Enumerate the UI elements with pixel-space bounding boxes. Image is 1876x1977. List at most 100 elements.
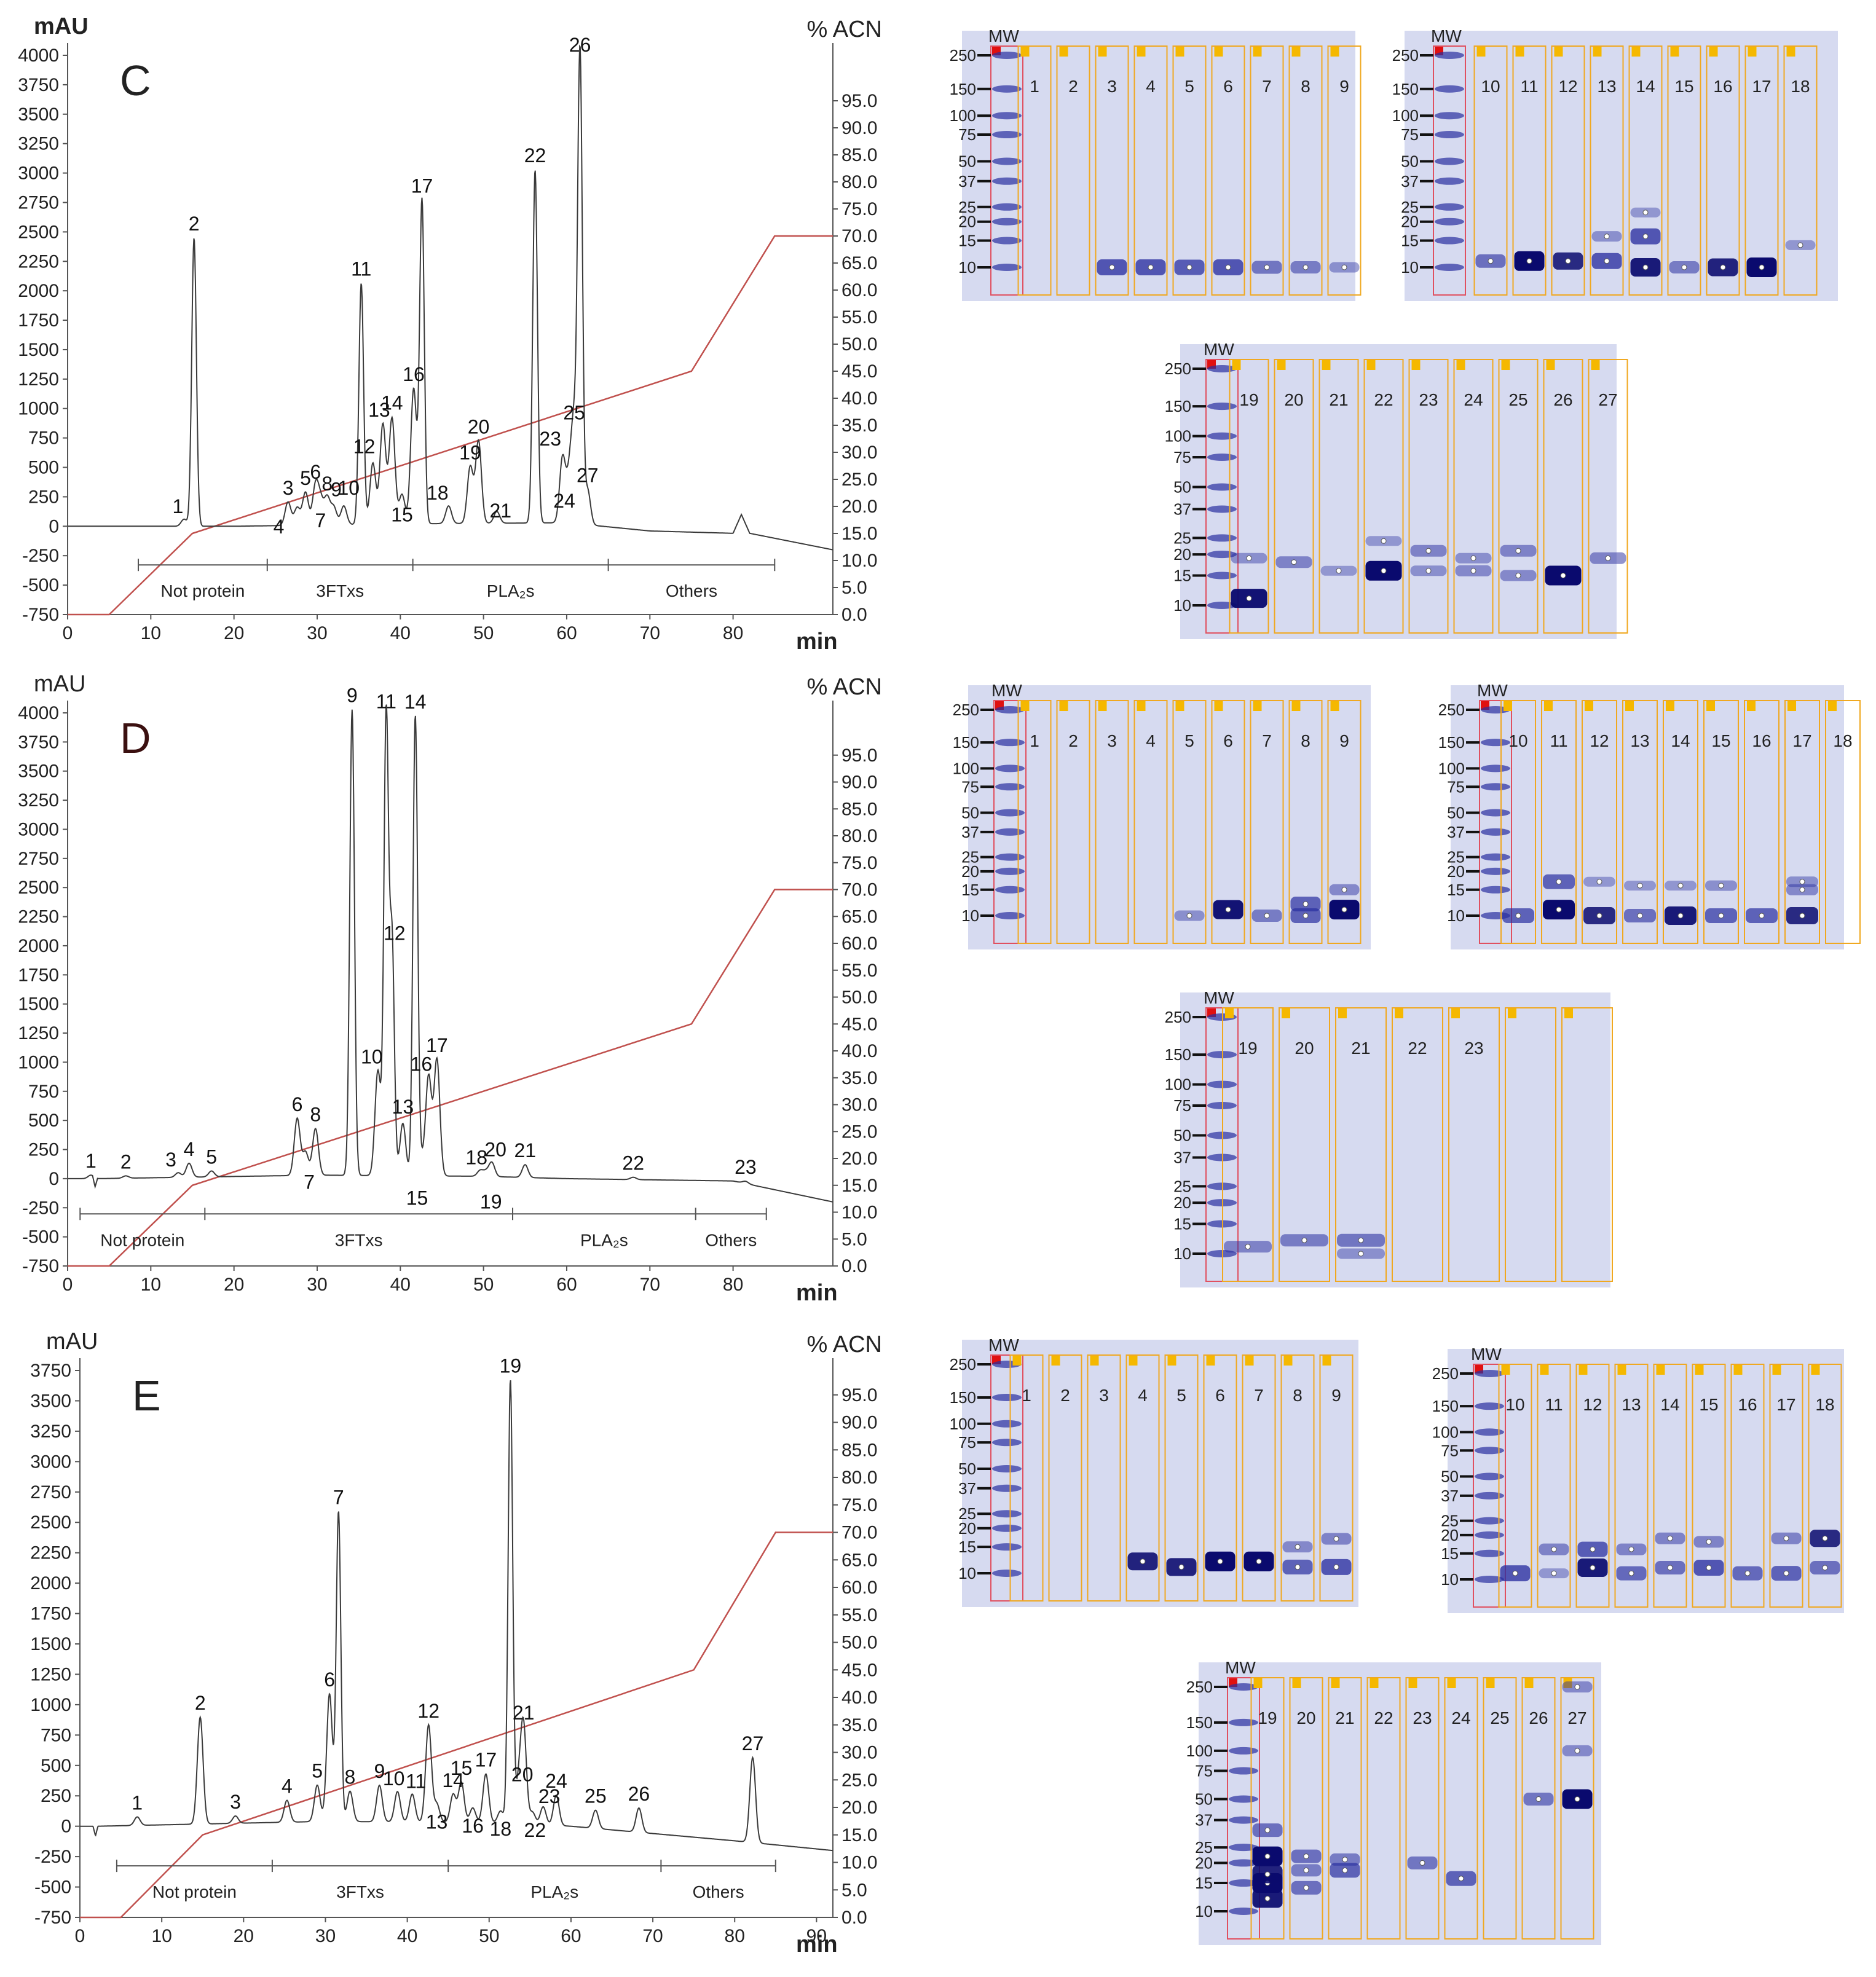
band-marker xyxy=(1109,264,1115,270)
mw-tick-label: 15 xyxy=(1173,567,1191,585)
band-marker xyxy=(1744,1570,1751,1576)
lane-label: 14 xyxy=(1636,77,1655,96)
y-tick-label-right: 40.0 xyxy=(841,1688,877,1708)
peak-label: 2 xyxy=(189,213,200,235)
y-tick-label-right: 90.0 xyxy=(841,1413,877,1433)
peak-label: 25 xyxy=(585,1785,607,1807)
well-marker xyxy=(1564,1008,1573,1018)
band-marker xyxy=(1381,568,1387,574)
lane-label: 15 xyxy=(1711,731,1730,750)
well-marker xyxy=(1631,47,1641,57)
band-marker xyxy=(1264,1853,1271,1860)
mw-ladder-band xyxy=(1481,809,1510,817)
sample-lane xyxy=(1448,1007,1500,1282)
x-tick-label: 0 xyxy=(63,623,73,643)
sample-lane xyxy=(1095,700,1129,944)
band-marker xyxy=(1718,913,1724,919)
sample-lane xyxy=(1366,1677,1401,1940)
lane-label: 11 xyxy=(1545,1395,1563,1414)
lane-label: 25 xyxy=(1490,1708,1509,1727)
sample-lane xyxy=(1783,45,1818,296)
lane-label: 5 xyxy=(1184,77,1194,96)
sample-lane xyxy=(1250,45,1284,296)
peak-label: 1 xyxy=(85,1150,97,1172)
well-marker xyxy=(1137,47,1146,57)
sample-lane xyxy=(1505,1007,1556,1282)
sample-lane xyxy=(1551,45,1585,296)
well-marker xyxy=(1292,1678,1301,1688)
y-tick-label-right: 30.0 xyxy=(841,442,877,463)
well-marker xyxy=(1447,1678,1456,1688)
well-marker xyxy=(1786,47,1795,57)
mw-ladder-band xyxy=(1481,867,1510,875)
peak-label: 1 xyxy=(132,1791,143,1814)
mw-tick-label: 25 xyxy=(1173,1177,1191,1195)
peak-label: 19 xyxy=(480,1191,502,1213)
peak-label: 8 xyxy=(345,1766,356,1788)
lane-label: 12 xyxy=(1590,731,1609,750)
y-tick-label-left: -250 xyxy=(22,1198,59,1218)
peak-label: 26 xyxy=(569,34,591,56)
mw-tick-label: 100 xyxy=(950,106,976,125)
band-marker xyxy=(1264,1827,1271,1833)
band-marker xyxy=(1295,1564,1301,1570)
mw-ladder-band xyxy=(1481,828,1510,836)
y-tick-label-right: 30.0 xyxy=(841,1095,877,1115)
lane-label: 19 xyxy=(1238,1039,1257,1058)
peak-label: 12 xyxy=(417,1700,439,1722)
y-tick-label-right: 50.0 xyxy=(841,334,877,355)
mw-ladder-band xyxy=(1481,764,1510,772)
mw-ladder-band xyxy=(992,1393,1022,1401)
peak-label: 9 xyxy=(347,685,358,707)
mw-ladder-band xyxy=(995,912,1025,919)
sample-lane xyxy=(1211,45,1245,296)
y-tick-label-left: 3500 xyxy=(18,104,59,125)
y-tick-label-left: 250 xyxy=(28,487,59,507)
mw-tick-label: 250 xyxy=(953,701,979,719)
sample-lane xyxy=(1242,1354,1276,1602)
acn-gradient-line xyxy=(68,889,833,1267)
sample-lane xyxy=(1653,1364,1687,1608)
band-marker xyxy=(1342,1857,1348,1863)
x-tick-label: 70 xyxy=(640,623,660,643)
mw-ladder-band xyxy=(1229,1718,1258,1726)
panel-letter: E xyxy=(132,1372,161,1420)
lane-label: 8 xyxy=(1301,731,1310,750)
region-label: 3FTxs xyxy=(335,1230,383,1249)
mw-ladder-band xyxy=(992,1439,1022,1447)
y-tick-label-right: 65.0 xyxy=(841,253,877,273)
mw-tick-label: 75 xyxy=(1447,777,1465,796)
y-tick-label-left: 2750 xyxy=(30,1482,71,1503)
mw-ladder-band xyxy=(1475,1428,1504,1436)
mw-tick-label: 150 xyxy=(1165,1045,1191,1064)
well-marker xyxy=(1554,47,1563,57)
gel-background xyxy=(1180,992,1610,1287)
y-tick-label-left: 750 xyxy=(28,1082,59,1102)
band-marker xyxy=(1301,1237,1307,1243)
region-label: Others xyxy=(705,1230,757,1249)
y-tick-label-right: 55.0 xyxy=(841,307,877,328)
y-tick-label-left: 3750 xyxy=(18,732,59,752)
y-tick-label-right: 30.0 xyxy=(841,1743,877,1763)
lane-label: 17 xyxy=(1752,77,1771,96)
well-marker xyxy=(1544,701,1553,711)
mw-tick-label: 150 xyxy=(950,1388,976,1407)
well-marker xyxy=(1206,1356,1215,1366)
mw-ladder-band xyxy=(1435,177,1464,185)
well-marker xyxy=(1282,1008,1290,1018)
well-marker xyxy=(1330,701,1339,711)
y-tick-label-right: 80.0 xyxy=(841,172,877,192)
lane-label: 18 xyxy=(1791,77,1810,96)
band-marker xyxy=(1799,913,1805,919)
band-marker xyxy=(1677,882,1684,889)
peak-label: 11 xyxy=(406,1770,426,1792)
band-marker xyxy=(1303,264,1309,270)
mw-tick-label: 10 xyxy=(1173,596,1191,615)
mw-lane xyxy=(990,45,1023,296)
mw-tick-label: 150 xyxy=(950,80,976,98)
sample-lane xyxy=(1825,700,1861,944)
mw-ladder-band xyxy=(992,1543,1022,1551)
sample-lane xyxy=(1328,1677,1362,1940)
lane-label: 8 xyxy=(1293,1386,1303,1405)
lane-label: 19 xyxy=(1258,1708,1277,1727)
